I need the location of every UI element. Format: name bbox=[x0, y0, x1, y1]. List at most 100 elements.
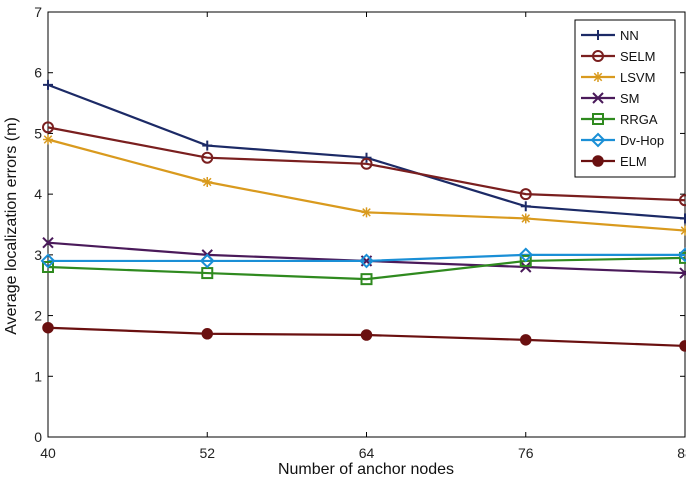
marker-stroke bbox=[202, 177, 212, 187]
legend-marker-lsvm bbox=[593, 72, 603, 82]
data-point-rrga bbox=[42, 261, 54, 273]
data-point-dv-hop bbox=[518, 247, 534, 263]
data-point-rrga bbox=[679, 251, 686, 264]
data-point-sm bbox=[679, 267, 686, 279]
marker-stroke bbox=[679, 270, 686, 279]
marker-shape bbox=[519, 188, 532, 201]
series-line-selm bbox=[47, 126, 686, 202]
marker-shape bbox=[520, 334, 532, 346]
marker-shape bbox=[360, 157, 373, 170]
data-point-nn bbox=[202, 140, 213, 151]
legend-label-rrga: RRGA bbox=[620, 112, 658, 127]
legend: NN SELM LSVM SM RRGA Dv-Hop ELM bbox=[574, 19, 676, 178]
y-tick-label: 5 bbox=[34, 125, 42, 141]
marker-shape bbox=[201, 151, 214, 164]
marker-shape bbox=[518, 247, 534, 263]
data-point-elm bbox=[679, 340, 686, 352]
x-tick-label: 88 bbox=[677, 445, 686, 461]
y-tick-label: 0 bbox=[34, 429, 42, 445]
series-line-rrga bbox=[47, 256, 686, 281]
data-point-nn bbox=[361, 152, 372, 163]
data-point-nn bbox=[680, 213, 686, 224]
marker-shape bbox=[40, 253, 56, 269]
marker-shape bbox=[592, 50, 604, 62]
marker-shape bbox=[360, 329, 373, 341]
data-point-dv-hop bbox=[40, 253, 56, 269]
data-point-nn bbox=[43, 79, 53, 90]
y-axis-label: Average localization errors (m) bbox=[3, 117, 20, 335]
marker-shape bbox=[679, 340, 686, 352]
legend-label-elm: ELM bbox=[620, 154, 647, 169]
legend-marker-sm bbox=[592, 92, 604, 104]
y-tick-label: 1 bbox=[34, 368, 42, 384]
data-point-selm bbox=[360, 157, 373, 170]
marker-stroke bbox=[520, 261, 532, 273]
legend-label-dv-hop: Dv-Hop bbox=[620, 133, 664, 148]
x-tick-label: 40 bbox=[40, 445, 56, 461]
data-point-sm bbox=[42, 237, 54, 249]
marker-stroke bbox=[593, 72, 603, 82]
marker-shape bbox=[42, 121, 54, 134]
y-tick-label: 6 bbox=[34, 65, 42, 81]
legend-marker-rrga bbox=[592, 113, 604, 125]
axis-ticks: 40 52 64 76 88 0 1 2 3 4 5 6 7 bbox=[34, 4, 686, 461]
data-point-dv-hop bbox=[199, 253, 215, 269]
data-point-selm bbox=[679, 194, 686, 207]
data-point-elm bbox=[520, 334, 532, 346]
marker-shape bbox=[519, 254, 532, 267]
marker-shape bbox=[42, 321, 54, 334]
marker-shape bbox=[201, 328, 213, 340]
marker-shape bbox=[359, 253, 374, 269]
data-point-nn bbox=[520, 201, 531, 212]
data-point-selm bbox=[519, 188, 532, 201]
data-point-elm bbox=[360, 329, 373, 341]
x-tick-label: 76 bbox=[518, 445, 534, 461]
legend-label-lsvm: LSVM bbox=[620, 70, 655, 85]
marker-shape bbox=[199, 253, 215, 269]
x-tick-label: 64 bbox=[359, 445, 375, 461]
data-point-sm bbox=[520, 261, 532, 273]
y-tick-label: 3 bbox=[34, 247, 42, 263]
marker-stroke bbox=[42, 237, 54, 249]
data-point-lsvm bbox=[680, 225, 686, 236]
data-point-selm bbox=[201, 151, 214, 164]
legend-marker-selm bbox=[592, 50, 604, 62]
legend-marker-elm bbox=[592, 155, 604, 167]
legend-label-nn: NN bbox=[620, 28, 639, 43]
data-point-rrga bbox=[519, 254, 532, 267]
data-point-selm bbox=[42, 121, 54, 134]
legend-label-sm: SM bbox=[620, 91, 640, 106]
legend-marker-nn bbox=[593, 30, 603, 40]
marker-shape bbox=[360, 273, 373, 286]
marker-shape bbox=[679, 251, 686, 264]
marker-shape bbox=[42, 261, 54, 273]
marker-shape bbox=[677, 247, 686, 263]
data-point-lsvm bbox=[43, 134, 53, 145]
marker-shape bbox=[592, 155, 604, 167]
y-tick-label: 4 bbox=[34, 186, 42, 202]
y-tick-label: 2 bbox=[34, 308, 42, 324]
marker-shape bbox=[590, 132, 606, 148]
marker-stroke bbox=[521, 214, 531, 223]
data-point-lsvm bbox=[361, 207, 372, 218]
series-markers bbox=[40, 79, 686, 352]
marker-stroke bbox=[43, 135, 53, 144]
legend-marker-dv-hop bbox=[590, 132, 606, 148]
data-point-rrga bbox=[360, 273, 373, 286]
data-point-lsvm bbox=[202, 177, 213, 187]
marker-stroke bbox=[362, 208, 371, 217]
y-tick-label: 7 bbox=[34, 4, 42, 20]
data-point-elm bbox=[201, 328, 213, 340]
data-point-elm bbox=[42, 321, 54, 334]
marker-stroke bbox=[592, 92, 604, 104]
legend-label-selm: SELM bbox=[620, 49, 655, 64]
data-point-dv-hop bbox=[677, 247, 686, 263]
data-point-dv-hop bbox=[359, 253, 374, 269]
x-axis-label: Number of anchor nodes bbox=[278, 461, 454, 478]
x-tick-label: 52 bbox=[199, 445, 215, 461]
marker-shape bbox=[592, 113, 604, 125]
marker-stroke bbox=[680, 228, 686, 235]
data-point-lsvm bbox=[520, 213, 531, 224]
marker-shape bbox=[679, 194, 686, 207]
